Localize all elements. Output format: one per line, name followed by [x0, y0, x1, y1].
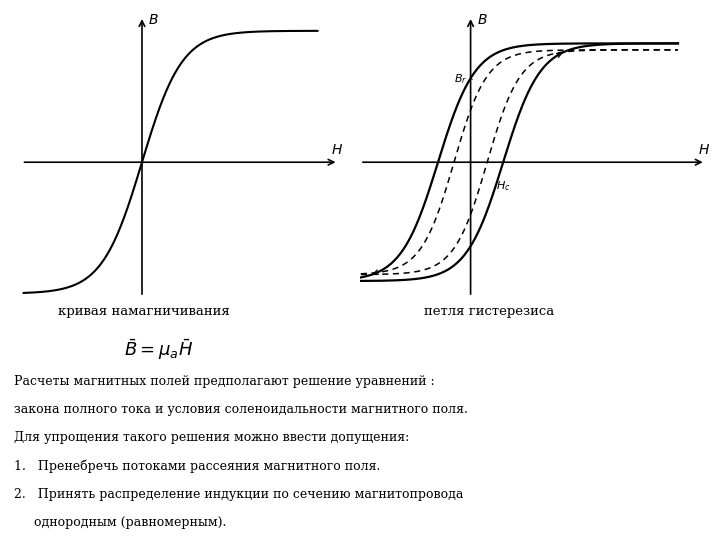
Text: H: H: [331, 143, 341, 157]
Text: кривая намагничивания: кривая намагничивания: [58, 305, 230, 318]
Text: закона полного тока и условия соленоидальности магнитного поля.: закона полного тока и условия соленоидал…: [14, 403, 468, 416]
Text: Расчеты магнитных полей предполагают решение уравнений :: Расчеты магнитных полей предполагают реш…: [14, 375, 435, 388]
Text: 2.   Принять распределение индукции по сечению магнитопровода: 2. Принять распределение индукции по сеч…: [14, 488, 464, 501]
Text: $H_c$: $H_c$: [496, 179, 510, 193]
Text: H: H: [698, 143, 709, 157]
Text: $B_r$: $B_r$: [454, 72, 467, 86]
Text: 1.   Пренебречь потоками рассеяния магнитного поля.: 1. Пренебречь потоками рассеяния магнитн…: [14, 460, 381, 473]
Text: Для упрощения такого решения можно ввести допущения:: Для упрощения такого решения можно ввест…: [14, 431, 410, 444]
Text: B: B: [477, 14, 487, 28]
Text: B: B: [148, 14, 158, 28]
Text: петля гистерезиса: петля гистерезиса: [425, 305, 554, 318]
Text: однородным (равномерным).: однородным (равномерным).: [14, 516, 227, 529]
Text: $\bar{B} = \mu_a \bar{H}$: $\bar{B} = \mu_a \bar{H}$: [124, 338, 193, 362]
